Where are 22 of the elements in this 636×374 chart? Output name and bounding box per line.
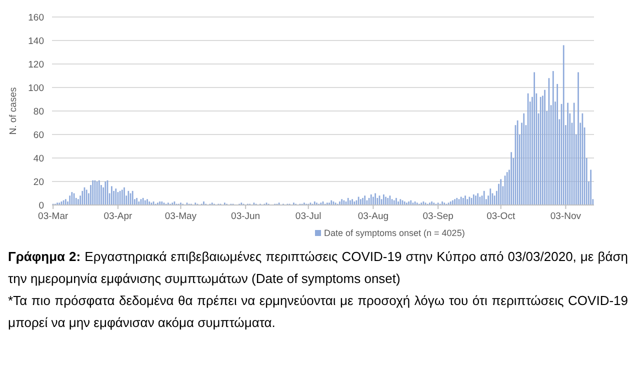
x-tick-label: 03-Jun [231,211,260,222]
y-tick-label: 160 [28,12,44,24]
x-tick-label: 03-Aug [358,211,389,222]
y-axis-title: N. of cases [8,86,19,135]
text: Γράφημα 2: Εργαστηριακά επιβεβαιωμένες περιπτώσεις COVID-19 στην Κύπρο από 03/03/2020, με βάση την ημερομηνία εμφάνισης συμπτωμάτων (Date of symptoms onset) [8,248,628,288]
legend-label: Date of symptoms onset (n = 4025) [324,228,465,238]
y-tick-label: 80 [33,106,44,118]
x-tick-label: 03-May [164,211,197,222]
y-tick-label: 120 [28,59,44,70]
y-tick-label: 140 [28,36,44,47]
x-tick-label: 03-Sep [422,211,454,222]
x-tick-label: 03-Jul [295,211,322,222]
y-tick-label: 100 [28,82,44,94]
y-tick-label: 60 [33,130,44,141]
x-tick-label: 03-Mar [38,211,68,222]
x-tick-label: 03-Nov [550,211,582,222]
y-tick-label: 0 [38,200,44,212]
y-tick-label: 20 [33,176,44,188]
y-tick-label: 40 [33,153,44,164]
text: *Τα πιο πρόσφατα δεδομένα θα πρέπει να ερμηνεύονται με προσοχή λόγω του ότι περιπτώσεις COVID-19 μπορεί να μην εμφάνισαν ακόμα συμπτώματα. [8,292,628,332]
x-tick-label: 03-Oct [486,211,516,222]
x-tick-label: 03-Apr [104,211,132,222]
